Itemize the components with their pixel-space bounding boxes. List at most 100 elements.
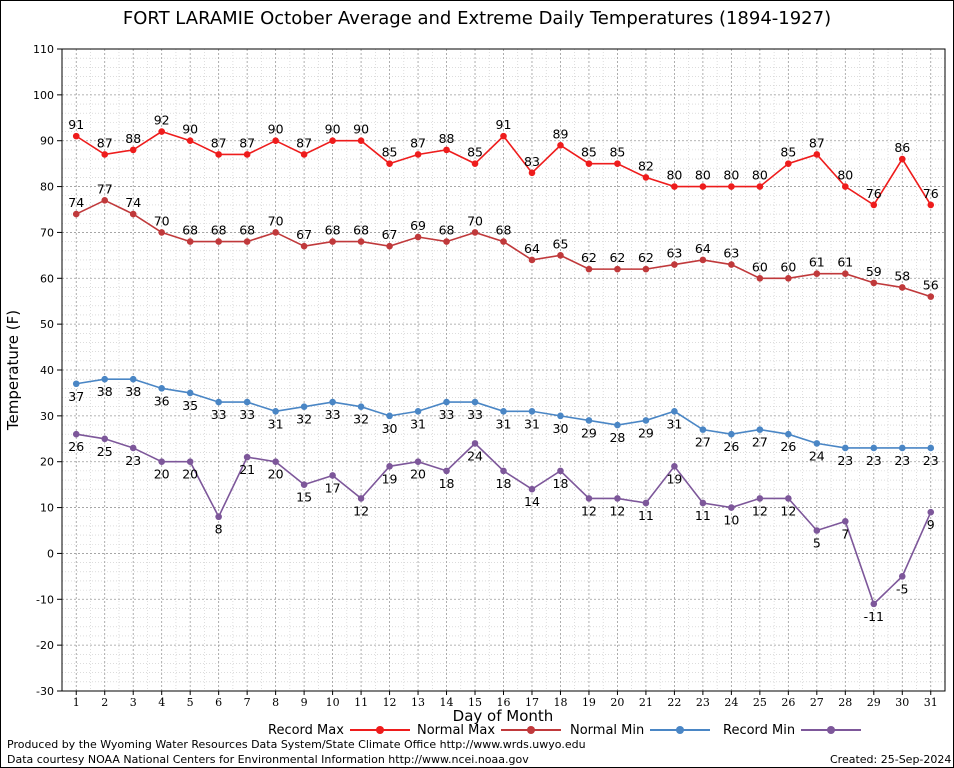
data-label: 90 bbox=[268, 122, 284, 137]
x-tick-label: 23 bbox=[696, 696, 710, 709]
data-point bbox=[728, 261, 735, 268]
data-point bbox=[585, 495, 593, 502]
footer-data-courtesy: Data courtesy NOAA National Centers for … bbox=[7, 753, 529, 766]
x-tick-label: 25 bbox=[753, 696, 767, 709]
data-point bbox=[72, 210, 80, 218]
data-point bbox=[785, 160, 792, 167]
x-tick-label: 16 bbox=[497, 696, 511, 709]
data-point bbox=[414, 151, 422, 158]
data-label: 62 bbox=[638, 250, 654, 265]
data-label: 30 bbox=[553, 421, 569, 436]
data-point bbox=[614, 160, 621, 167]
data-point bbox=[443, 146, 450, 154]
data-point bbox=[671, 463, 678, 470]
data-point bbox=[728, 430, 735, 438]
data-point bbox=[414, 458, 422, 466]
x-tick-label: 18 bbox=[553, 696, 567, 709]
data-point bbox=[842, 518, 849, 525]
x-tick-label: 28 bbox=[838, 696, 852, 709]
data-label: 68 bbox=[496, 223, 512, 238]
x-tick-label: 3 bbox=[130, 696, 137, 709]
data-label: 83 bbox=[524, 154, 540, 169]
series-record-min: 26 25 23 20 20 8 21 20 15 17 12 19 20 18 24 18 14 18 12 12 1… bbox=[68, 430, 935, 624]
data-label: 33 bbox=[239, 407, 255, 422]
data-label: 18 bbox=[439, 476, 455, 491]
data-point bbox=[300, 403, 308, 410]
data-label: 64 bbox=[524, 241, 540, 256]
data-label: 32 bbox=[296, 412, 312, 427]
data-label: 27 bbox=[695, 435, 711, 450]
data-point bbox=[557, 412, 564, 420]
data-label: 62 bbox=[609, 250, 625, 265]
data-point bbox=[671, 183, 678, 190]
data-point bbox=[471, 229, 479, 236]
data-point bbox=[642, 417, 650, 424]
data-label: -11 bbox=[864, 609, 884, 624]
data-point bbox=[842, 270, 849, 278]
data-label: 91 bbox=[68, 117, 84, 132]
y-axis-label: Temperature (F) bbox=[4, 310, 22, 431]
data-point bbox=[870, 201, 878, 209]
data-point bbox=[699, 183, 707, 190]
data-label: 33 bbox=[439, 407, 455, 422]
data-label: 23 bbox=[837, 453, 853, 468]
data-label: 18 bbox=[496, 476, 512, 491]
data-label: 69 bbox=[410, 218, 426, 233]
data-label: 68 bbox=[353, 223, 369, 238]
data-label: 77 bbox=[97, 181, 113, 196]
data-point bbox=[215, 513, 222, 521]
data-point bbox=[158, 229, 165, 236]
data-point bbox=[842, 183, 849, 190]
x-tick-label: 7 bbox=[244, 696, 251, 709]
data-point bbox=[215, 151, 222, 158]
data-label: 12 bbox=[353, 503, 369, 518]
data-point bbox=[927, 201, 935, 209]
series-normal-min: 37 38 38 36 35 33 33 31 32 33 32 30 31 33 33 31 31 30 29 28… bbox=[68, 375, 939, 468]
x-tick-label: 1 bbox=[73, 696, 80, 709]
data-point bbox=[357, 137, 365, 145]
data-point bbox=[528, 485, 536, 493]
data-point bbox=[614, 495, 621, 502]
data-label: 88 bbox=[439, 131, 455, 146]
data-point bbox=[386, 242, 393, 250]
x-tick-label: 11 bbox=[354, 696, 368, 709]
data-label: 32 bbox=[353, 412, 369, 427]
data-label: 70 bbox=[467, 213, 483, 228]
plot-area-border bbox=[61, 48, 946, 692]
data-label: 70 bbox=[268, 213, 284, 228]
data-point bbox=[443, 238, 450, 245]
data-point bbox=[443, 398, 450, 406]
data-point bbox=[129, 146, 137, 154]
data-label: 80 bbox=[752, 168, 768, 183]
data-point bbox=[642, 174, 650, 181]
legend-swatch bbox=[650, 724, 711, 736]
data-label: 68 bbox=[239, 223, 255, 238]
data-label: 5 bbox=[813, 536, 821, 551]
legend-label: Normal Max bbox=[417, 722, 496, 738]
y-tick-label: 70 bbox=[40, 226, 54, 239]
x-tick-label: 26 bbox=[781, 696, 795, 709]
data-label: 37 bbox=[68, 389, 84, 404]
x-tick-label: 2 bbox=[101, 696, 108, 709]
data-point bbox=[129, 375, 137, 383]
data-label: 19 bbox=[666, 471, 682, 486]
data-point bbox=[699, 426, 707, 433]
data-label: 68 bbox=[439, 223, 455, 238]
data-point bbox=[329, 472, 336, 479]
data-label: 88 bbox=[125, 131, 141, 146]
data-point bbox=[870, 279, 878, 287]
data-point bbox=[300, 151, 308, 158]
data-point bbox=[500, 132, 507, 140]
data-label: 74 bbox=[125, 195, 141, 210]
x-tick-label: 31 bbox=[924, 696, 938, 709]
data-label: 12 bbox=[780, 503, 796, 518]
data-point bbox=[927, 508, 935, 516]
x-tick-label: 6 bbox=[215, 696, 222, 709]
data-point bbox=[756, 426, 764, 433]
data-label: 28 bbox=[609, 430, 625, 445]
series-normal-max: 74 77 74 70 68 68 68 70 67 68 68 67 69 68 70 68 64 65 62 62… bbox=[68, 181, 939, 300]
y-tick-label: 40 bbox=[40, 364, 54, 377]
x-tick-label: 4 bbox=[158, 696, 165, 709]
legend-label: Normal Min bbox=[570, 722, 645, 738]
data-label: 80 bbox=[695, 168, 711, 183]
